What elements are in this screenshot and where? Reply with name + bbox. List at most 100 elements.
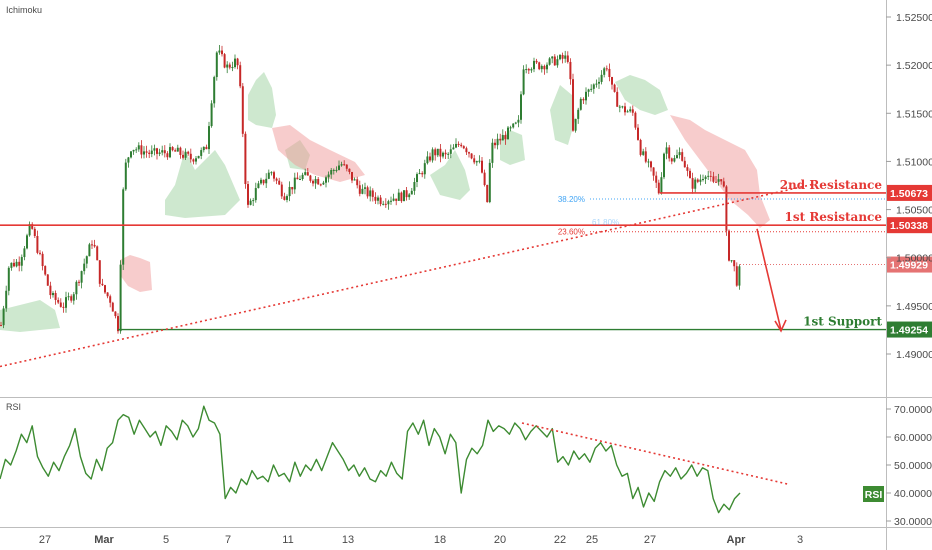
candle-body <box>566 55 569 62</box>
candle-body <box>546 64 548 70</box>
ichimoku-cloud-red <box>670 115 770 228</box>
candle-body <box>530 69 533 71</box>
candle-body <box>590 88 593 90</box>
candle-body <box>533 60 535 70</box>
candle-body <box>689 170 691 179</box>
candle-body <box>642 151 645 155</box>
candle-body <box>260 179 262 184</box>
candle-body <box>465 148 468 153</box>
candle-body <box>460 144 463 147</box>
candle-body <box>605 68 608 70</box>
candle-body <box>483 172 486 186</box>
candle-body <box>678 152 681 156</box>
candle-body <box>683 160 686 168</box>
candle-body <box>247 184 249 205</box>
candle-body <box>127 157 130 163</box>
date-tick-label: 7 <box>225 534 231 546</box>
candle-body <box>200 150 203 156</box>
candle-body <box>301 174 304 180</box>
candle-body <box>491 142 494 163</box>
rsi-line <box>0 405 741 514</box>
candle-body <box>130 151 132 158</box>
candle-body <box>31 224 34 229</box>
candle-body <box>522 69 525 95</box>
candle-body <box>377 197 379 201</box>
candle-body <box>644 151 647 162</box>
candle-body <box>728 230 730 261</box>
candle-body <box>455 143 457 148</box>
candle-body <box>286 196 288 200</box>
candle-body <box>696 179 699 182</box>
candle-body <box>176 147 179 152</box>
candle-body <box>33 228 36 236</box>
candle-body <box>452 147 455 150</box>
price-tag <box>887 256 932 273</box>
candle-body <box>405 190 408 198</box>
candle-body <box>140 145 143 155</box>
candle-body <box>634 112 637 128</box>
candle-body <box>241 86 244 134</box>
candle-body <box>280 184 283 197</box>
ichimoku-cloud-green <box>248 72 276 128</box>
date-tick-label: 22 <box>554 534 566 546</box>
candle-body <box>275 178 278 181</box>
candle-body <box>109 296 112 303</box>
candle-body <box>145 151 148 153</box>
candle-body <box>26 235 28 249</box>
candle-body <box>132 149 135 152</box>
candle-body <box>374 196 377 201</box>
candle-body <box>351 171 353 181</box>
candle-body <box>681 152 684 161</box>
candle-body <box>158 152 161 154</box>
candle-body <box>249 200 252 205</box>
candle-body <box>143 151 145 155</box>
price-tag-label: 1.49929 <box>890 260 928 272</box>
candle-body <box>507 127 509 140</box>
candle-body <box>559 54 561 60</box>
candle-body <box>208 126 210 150</box>
candle-body <box>104 285 106 293</box>
candle-body <box>481 160 483 173</box>
rsi-tick-label: 70.0000 <box>894 404 932 416</box>
candle-body <box>631 109 634 113</box>
candle-body <box>304 172 307 175</box>
candle-body <box>369 190 372 197</box>
candle-body <box>169 147 171 158</box>
candle-body <box>78 281 80 283</box>
candle-body <box>122 189 125 265</box>
date-tick-label: 27 <box>644 534 656 546</box>
candle-body <box>221 50 223 55</box>
candle-body <box>582 98 585 101</box>
candle-body <box>197 155 200 159</box>
candle-body <box>538 62 541 70</box>
candles-layer <box>0 45 741 334</box>
candle-body <box>738 266 741 286</box>
candle-body <box>67 296 70 298</box>
candle-body <box>119 264 122 332</box>
candle-body <box>431 149 434 161</box>
candle-body <box>93 244 96 247</box>
candle-body <box>616 91 619 107</box>
candle-body <box>382 203 385 205</box>
candle-body <box>527 69 530 71</box>
candle-body <box>486 185 489 203</box>
date-tick-label: 3 <box>797 534 803 546</box>
date-tick-label: 11 <box>282 534 293 546</box>
candle-body <box>426 156 429 164</box>
candle-body <box>28 224 31 236</box>
candle-body <box>587 89 590 92</box>
date-tick-label: 5 <box>163 534 169 546</box>
first-resistance-label: 1st Resistance <box>785 210 883 224</box>
candle-body <box>613 84 616 92</box>
candle-body <box>252 200 255 202</box>
candle-body <box>88 244 91 257</box>
candle-body <box>135 149 138 151</box>
indicator-label: Ichimoku <box>6 5 42 15</box>
price-tick-label: 1.49500 <box>896 301 932 313</box>
levels-layer: 38.20% 23.60% 61.80% 2nd Resistance 1st Resi… <box>0 178 932 368</box>
candle-body <box>291 186 294 190</box>
candle-body <box>439 148 442 157</box>
candle-body <box>517 119 520 123</box>
candle-body <box>187 151 190 154</box>
candle-body <box>384 203 387 205</box>
